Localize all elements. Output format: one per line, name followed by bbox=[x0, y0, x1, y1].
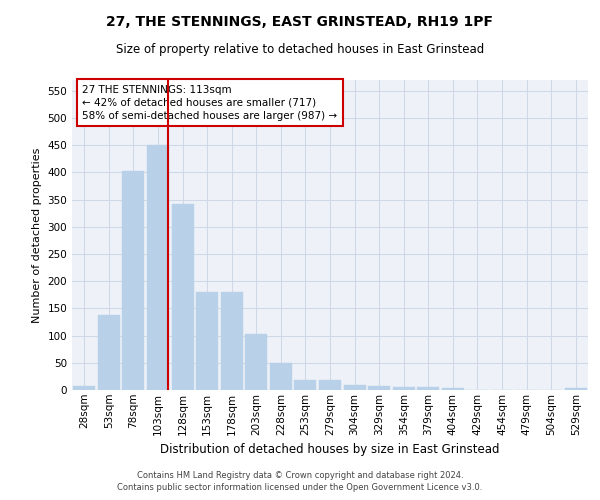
Bar bbox=[442, 388, 464, 390]
Y-axis label: Number of detached properties: Number of detached properties bbox=[32, 148, 42, 322]
Bar bbox=[245, 334, 268, 390]
Bar bbox=[368, 386, 390, 390]
Bar bbox=[270, 363, 292, 390]
Bar bbox=[196, 292, 218, 390]
Bar bbox=[392, 388, 415, 390]
Bar bbox=[221, 292, 243, 390]
Bar bbox=[122, 172, 145, 390]
Bar bbox=[295, 380, 316, 390]
Bar bbox=[417, 388, 439, 390]
Bar bbox=[98, 315, 120, 390]
Bar bbox=[172, 204, 194, 390]
Bar bbox=[565, 388, 587, 390]
Bar bbox=[73, 386, 95, 390]
Text: 27, THE STENNINGS, EAST GRINSTEAD, RH19 1PF: 27, THE STENNINGS, EAST GRINSTEAD, RH19 … bbox=[107, 15, 493, 29]
Bar bbox=[319, 380, 341, 390]
Text: Size of property relative to detached houses in East Grinstead: Size of property relative to detached ho… bbox=[116, 42, 484, 56]
Bar bbox=[147, 146, 169, 390]
X-axis label: Distribution of detached houses by size in East Grinstead: Distribution of detached houses by size … bbox=[160, 443, 500, 456]
Text: Contains HM Land Registry data © Crown copyright and database right 2024.
Contai: Contains HM Land Registry data © Crown c… bbox=[118, 471, 482, 492]
Bar bbox=[344, 384, 365, 390]
Text: 27 THE STENNINGS: 113sqm
← 42% of detached houses are smaller (717)
58% of semi-: 27 THE STENNINGS: 113sqm ← 42% of detach… bbox=[82, 84, 337, 121]
